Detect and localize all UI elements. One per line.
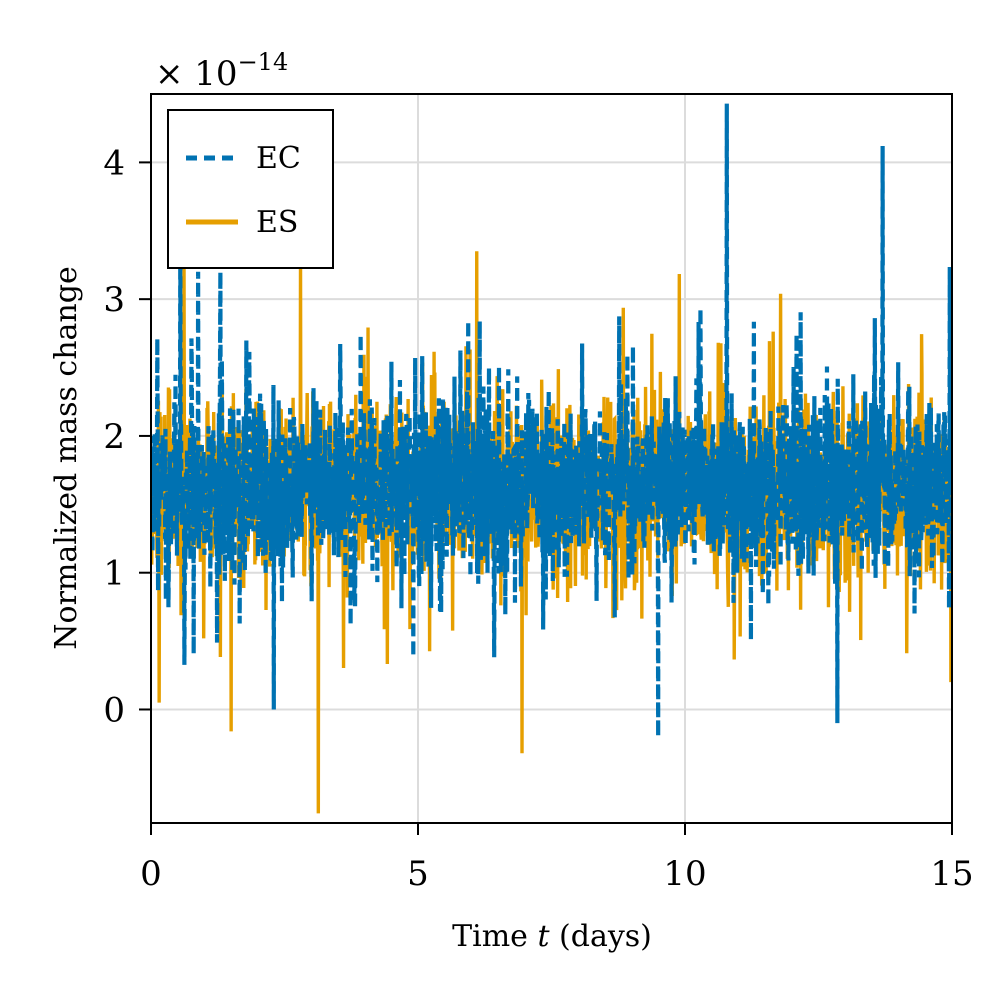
x-tick-label: 15 — [930, 854, 973, 894]
legend-label-es: ES — [256, 205, 298, 240]
x-tick-label: 5 — [407, 854, 429, 894]
axis-ticks: 0 5 10 15 0 1 2 3 4 — [103, 143, 973, 894]
legend: EC ES — [167, 109, 334, 269]
y-scale-factor: × 10−14 — [155, 48, 288, 94]
x-axis-label: Time t (days) — [452, 919, 652, 954]
series-line-ec — [151, 103, 952, 737]
y-tick-label: 3 — [103, 280, 125, 320]
legend-box — [167, 109, 334, 269]
y-tick-label: 0 — [103, 690, 125, 730]
y-tick-label: 1 — [103, 554, 125, 594]
y-tick-label: 2 — [103, 417, 125, 457]
y-axis-label: Normalized mass change — [49, 266, 84, 649]
series-layer — [151, 103, 952, 814]
x-tick-label: 0 — [140, 854, 162, 894]
plot-frame — [150, 93, 953, 824]
x-tick-label: 10 — [663, 854, 706, 894]
y-tick-label: 4 — [103, 143, 125, 183]
legend-label-ec: EC — [256, 141, 301, 176]
